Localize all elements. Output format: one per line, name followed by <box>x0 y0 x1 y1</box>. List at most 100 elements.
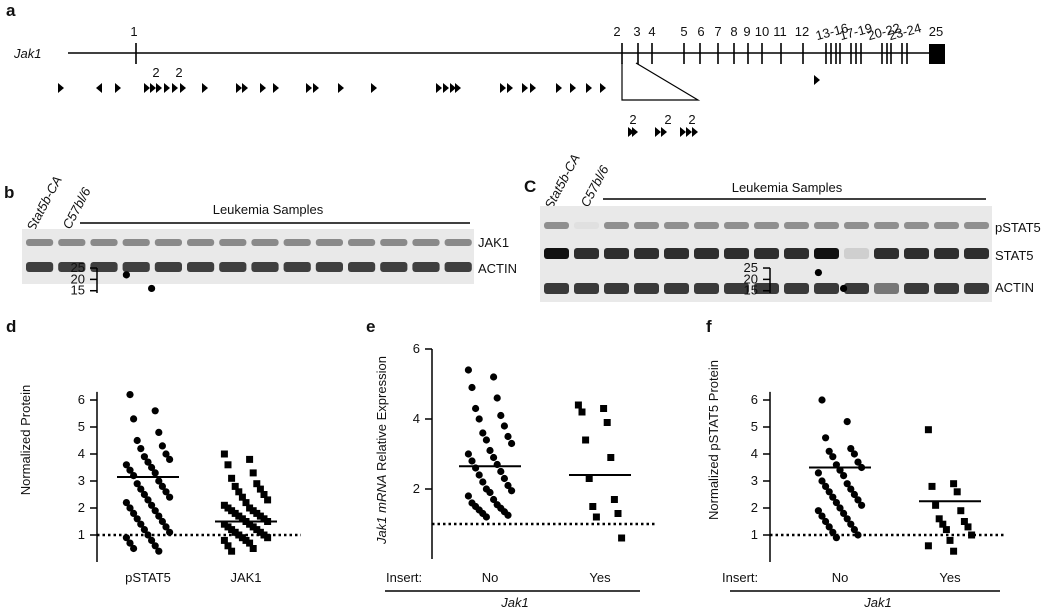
exon-label: 11 <box>773 24 787 39</box>
insertion-arrow <box>242 83 248 93</box>
data-point <box>850 490 859 499</box>
y-tick-label: 1 <box>751 527 758 542</box>
insertion-arrow <box>115 83 121 93</box>
insertion-arrow <box>436 83 442 93</box>
insertion-arrow <box>507 83 513 93</box>
insert-count: 2 <box>175 65 182 80</box>
data-point <box>260 515 268 523</box>
data-point <box>814 469 823 477</box>
insertion-arrow <box>655 127 661 137</box>
data-point <box>148 284 156 293</box>
data-point <box>574 401 582 409</box>
y-tick-label: 5 <box>751 419 758 434</box>
insertion-arrow <box>164 83 170 93</box>
band <box>724 283 749 294</box>
data-point <box>220 520 228 528</box>
insertion-arrow <box>443 83 449 93</box>
insertion-arrow <box>313 83 319 93</box>
data-point <box>818 477 826 485</box>
data-point <box>264 534 272 542</box>
y-axis-label: Jak1 mRNA Relative Expression <box>374 356 389 545</box>
band <box>412 239 440 246</box>
band-label: STAT5 <box>995 248 1034 263</box>
band <box>964 222 989 229</box>
data-point <box>618 534 626 542</box>
y-tick-label: 6 <box>413 341 420 356</box>
data-point <box>822 517 830 526</box>
x-axis-label: Jak1 <box>500 595 528 610</box>
band <box>544 283 569 294</box>
data-point <box>825 488 833 496</box>
y-tick-label: 3 <box>78 473 85 488</box>
insertion-arrow <box>586 83 592 93</box>
data-point <box>151 407 159 415</box>
data-point <box>468 457 476 465</box>
exon-label: 7 <box>714 24 721 39</box>
data-point <box>847 520 855 528</box>
insertion-arrow <box>306 83 312 93</box>
insertion-arrow <box>686 127 692 137</box>
band <box>694 283 719 294</box>
insertion-arrow <box>236 83 242 93</box>
exon-label: 12 <box>795 24 809 39</box>
band <box>283 239 311 246</box>
data-point <box>253 526 261 534</box>
data-point <box>220 450 228 458</box>
band <box>784 283 809 294</box>
data-point <box>140 453 148 461</box>
data-point <box>600 405 608 412</box>
y-tick-label: 2 <box>78 500 85 515</box>
y-tick-label: 25 <box>71 260 85 275</box>
data-point <box>231 509 239 517</box>
band <box>251 262 279 272</box>
insertion-arrow <box>530 83 536 93</box>
band <box>664 248 689 259</box>
data-point <box>854 531 862 539</box>
band <box>574 222 599 229</box>
data-point <box>932 501 940 509</box>
data-point <box>464 366 472 374</box>
data-point <box>493 394 501 402</box>
exon-label: 3 <box>633 24 640 39</box>
data-point <box>479 429 487 437</box>
data-point <box>508 439 516 448</box>
panel-label: f <box>706 317 712 336</box>
band <box>754 248 779 259</box>
band <box>544 248 569 259</box>
data-point <box>220 501 228 509</box>
data-point <box>264 496 272 504</box>
data-point <box>829 528 837 536</box>
band <box>187 262 215 272</box>
band <box>634 248 659 259</box>
exon-label: 1 <box>130 24 137 39</box>
data-point <box>133 515 141 523</box>
data-point <box>148 463 156 472</box>
band-label: ACTIN <box>995 280 1034 295</box>
band <box>444 262 472 272</box>
data-point <box>224 461 232 469</box>
data-point <box>950 480 958 488</box>
insert-count: 2 <box>664 112 671 127</box>
data-point <box>814 507 823 515</box>
band <box>724 222 749 229</box>
data-point <box>155 428 163 436</box>
data-point <box>500 474 508 483</box>
data-point <box>854 458 862 466</box>
data-point <box>228 547 236 555</box>
data-point <box>224 523 232 531</box>
insertion-arrow <box>455 83 461 93</box>
band <box>844 248 869 259</box>
data-point <box>151 542 159 550</box>
band <box>219 262 247 272</box>
blots <box>22 206 992 302</box>
data-point <box>950 547 958 555</box>
data-point <box>158 517 166 526</box>
data-point <box>224 504 232 512</box>
data-point <box>475 471 483 479</box>
insert-count: 2 <box>688 112 695 127</box>
data-point <box>249 469 257 477</box>
insertion-arrow <box>692 127 698 137</box>
y-tick-label: 2 <box>751 500 758 515</box>
band <box>964 283 989 294</box>
data-point <box>249 523 257 531</box>
